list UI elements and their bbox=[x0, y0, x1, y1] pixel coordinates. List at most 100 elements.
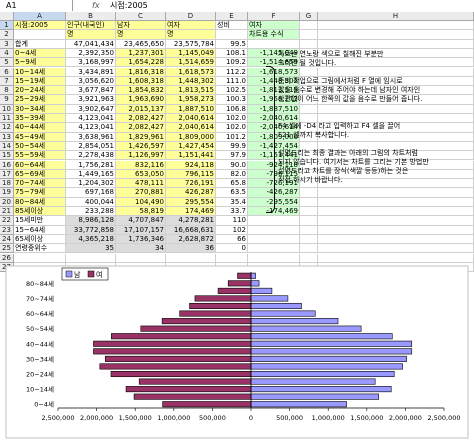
row-header[interactable]: 23 bbox=[0, 225, 14, 235]
table-cell[interactable]: 111.0 bbox=[216, 76, 248, 87]
column-header-c[interactable]: C bbox=[116, 12, 166, 21]
table-cell[interactable]: 1,756,281 bbox=[66, 160, 116, 170]
table-cell[interactable]: 36 bbox=[166, 244, 216, 254]
header-cell[interactable]: 차트용 수식 bbox=[248, 30, 300, 40]
table-cell[interactable]: 108.1 bbox=[216, 48, 248, 59]
header-cell[interactable] bbox=[300, 30, 318, 40]
table-cell[interactable]: 3,921,963 bbox=[66, 95, 116, 105]
table-cell[interactable]: 478,111 bbox=[116, 179, 166, 189]
table-cell[interactable]: -1,145,049 bbox=[248, 48, 300, 59]
header-cell[interactable]: 여자 bbox=[248, 21, 300, 31]
row-header[interactable]: 16 bbox=[0, 160, 14, 170]
table-cell[interactable]: 2,040,614 bbox=[166, 123, 216, 133]
table-cell[interactable]: 1,237,301 bbox=[116, 48, 166, 59]
column-header-d[interactable]: D bbox=[166, 12, 216, 21]
formula-input[interactable]: 시점:2005 bbox=[110, 1, 148, 10]
table-cell[interactable] bbox=[116, 253, 166, 263]
table-cell[interactable]: 58,819 bbox=[116, 207, 166, 217]
table-cell[interactable]: 1,426,597 bbox=[116, 141, 166, 152]
table-cell[interactable]: 35 bbox=[66, 244, 116, 254]
table-cell[interactable]: 101.2 bbox=[216, 132, 248, 142]
table-cell[interactable] bbox=[300, 188, 318, 198]
table-cell[interactable]: 5~9세 bbox=[14, 58, 66, 68]
row-header[interactable]: 18 bbox=[0, 179, 14, 189]
table-cell[interactable] bbox=[300, 86, 318, 96]
table-cell[interactable]: 270,881 bbox=[116, 188, 166, 198]
table-cell[interactable]: 697,168 bbox=[66, 188, 116, 198]
table-cell[interactable]: 23,465,650 bbox=[116, 39, 166, 49]
table-cell[interactable]: 400,044 bbox=[66, 197, 116, 207]
table-cell[interactable] bbox=[300, 76, 318, 87]
table-cell[interactable]: 1,204,302 bbox=[66, 179, 116, 189]
header-cell[interactable]: 여자 bbox=[166, 21, 216, 31]
table-cell[interactable]: 25~29세 bbox=[14, 95, 66, 105]
table-cell[interactable]: 3,056,620 bbox=[66, 76, 116, 87]
column-header-b[interactable]: B bbox=[66, 12, 116, 21]
table-cell[interactable] bbox=[300, 179, 318, 189]
row-header[interactable]: 14 bbox=[0, 141, 14, 152]
table-cell[interactable]: 99.9 bbox=[216, 141, 248, 152]
table-cell[interactable]: 112.2 bbox=[216, 67, 248, 77]
row-header[interactable]: 1 bbox=[0, 21, 14, 31]
row-header[interactable]: 2 bbox=[0, 30, 14, 40]
table-cell[interactable] bbox=[300, 244, 318, 254]
table-cell[interactable]: -1,514,659 bbox=[248, 58, 300, 68]
table-cell[interactable]: 1,654,228 bbox=[116, 58, 166, 68]
table-cell[interactable]: 109.2 bbox=[216, 58, 248, 68]
table-cell[interactable]: 33,772,858 bbox=[66, 225, 116, 235]
table-cell[interactable]: 1,736,346 bbox=[116, 234, 166, 245]
table-cell[interactable]: 2,628,872 bbox=[166, 234, 216, 245]
table-cell[interactable]: 75~79세 bbox=[14, 188, 66, 198]
table-cell[interactable] bbox=[300, 95, 318, 105]
row-header[interactable]: 26 bbox=[0, 253, 14, 263]
row-header[interactable]: 8 bbox=[0, 86, 14, 96]
table-cell[interactable]: 4,365,218 bbox=[66, 234, 116, 245]
table-cell[interactable]: 0~4세 bbox=[14, 48, 66, 59]
table-cell[interactable]: 63.5 bbox=[216, 188, 248, 198]
table-cell[interactable]: 97.9 bbox=[216, 151, 248, 161]
row-header[interactable]: 13 bbox=[0, 132, 14, 142]
table-cell[interactable]: 1,427,454 bbox=[166, 141, 216, 152]
table-cell[interactable]: 65세이상 bbox=[14, 234, 66, 245]
table-cell[interactable] bbox=[300, 216, 318, 226]
table-cell[interactable] bbox=[300, 234, 318, 245]
table-cell[interactable]: 102.0 bbox=[216, 123, 248, 133]
table-cell[interactable] bbox=[300, 114, 318, 124]
table-cell[interactable]: 2,278,438 bbox=[66, 151, 116, 161]
table-cell[interactable] bbox=[248, 234, 300, 245]
row-header[interactable]: 20 bbox=[0, 197, 14, 207]
row-header[interactable]: 17 bbox=[0, 169, 14, 180]
table-cell[interactable] bbox=[300, 197, 318, 207]
table-cell[interactable]: 90.0 bbox=[216, 160, 248, 170]
table-cell[interactable]: 85세이상 bbox=[14, 207, 66, 217]
table-cell[interactable] bbox=[300, 39, 318, 49]
table-cell[interactable] bbox=[300, 151, 318, 161]
table-cell[interactable] bbox=[300, 58, 318, 68]
table-cell[interactable]: -174,469 bbox=[248, 207, 300, 217]
table-cell[interactable]: 832,116 bbox=[116, 160, 166, 170]
table-cell[interactable] bbox=[14, 253, 66, 263]
table-cell[interactable]: 1,126,997 bbox=[116, 151, 166, 161]
row-header[interactable]: 21 bbox=[0, 207, 14, 217]
column-header-f[interactable]: F bbox=[248, 12, 300, 21]
row-header[interactable]: 19 bbox=[0, 188, 14, 198]
table-cell[interactable]: 1,854,832 bbox=[116, 86, 166, 96]
table-cell[interactable]: 15~19세 bbox=[14, 76, 66, 87]
header-cell[interactable]: 남자 bbox=[116, 21, 166, 31]
row-header[interactable]: 12 bbox=[0, 123, 14, 133]
table-cell[interactable]: 2,015,137 bbox=[116, 104, 166, 114]
table-cell[interactable]: 50~54세 bbox=[14, 141, 66, 152]
table-cell[interactable]: 2,082,427 bbox=[116, 123, 166, 133]
table-cell[interactable]: 1,449,165 bbox=[66, 169, 116, 180]
table-cell[interactable]: 8,986,128 bbox=[66, 216, 116, 226]
table-cell[interactable]: 1,829,961 bbox=[116, 132, 166, 142]
table-cell[interactable]: 55~59세 bbox=[14, 151, 66, 161]
table-cell[interactable]: 4,123,041 bbox=[66, 123, 116, 133]
table-cell[interactable]: 1,958,273 bbox=[166, 95, 216, 105]
table-cell[interactable]: 35.4 bbox=[216, 197, 248, 207]
table-cell[interactable]: 796,115 bbox=[166, 169, 216, 180]
table-cell[interactable]: 104,490 bbox=[116, 197, 166, 207]
table-cell[interactable]: 3,902,647 bbox=[66, 104, 116, 114]
table-cell[interactable]: 16,668,631 bbox=[166, 225, 216, 235]
row-header[interactable]: 7 bbox=[0, 76, 14, 87]
